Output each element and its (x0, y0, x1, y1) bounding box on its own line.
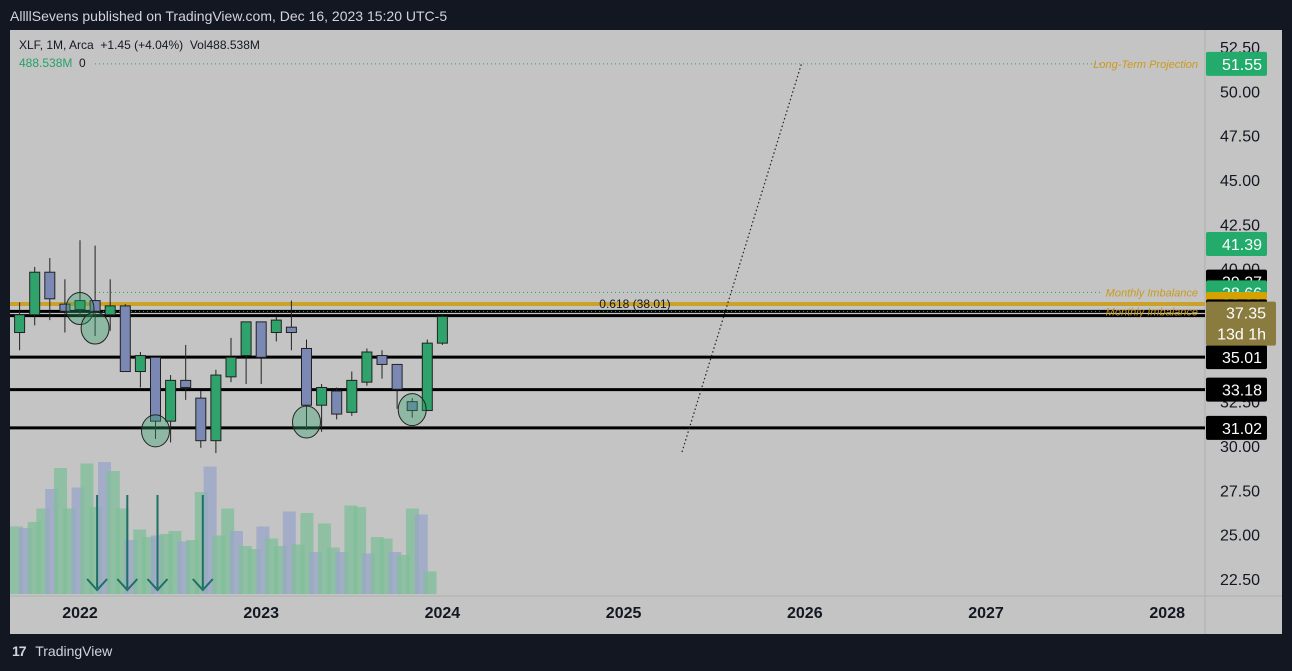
countdown-label: 13d 1h (1217, 327, 1266, 344)
candle-body (134, 355, 146, 373)
price-badge-label: 33.18 (1222, 383, 1262, 400)
highlight-circle (80, 311, 110, 345)
down-arrow-head (192, 578, 214, 592)
highlight-circle (141, 414, 170, 448)
price-badge (1206, 415, 1267, 440)
price-badge (1206, 232, 1267, 257)
candle-body (240, 321, 252, 357)
candle-body (255, 321, 267, 358)
annotation-label: Monthly Imbalance (1106, 306, 1198, 318)
candle-body (165, 379, 177, 422)
price-badge (1206, 345, 1267, 370)
highlight-circle (397, 393, 427, 427)
price-badge (1206, 51, 1267, 76)
price-tick-label: 25.00 (1220, 528, 1260, 545)
candle-body (180, 379, 192, 388)
current-price-badge (1206, 301, 1276, 346)
legend-interval: 1M (46, 38, 64, 52)
candle-body (316, 386, 328, 406)
candle-body (119, 305, 131, 373)
time-tick-label: 2022 (62, 605, 98, 622)
legend-symbol: XLF (19, 38, 40, 52)
candle-body (361, 351, 373, 383)
candle-body (301, 347, 312, 406)
highlight-circle (292, 405, 321, 439)
candle-body (14, 314, 26, 334)
time-tick-label: 2026 (787, 605, 823, 622)
candle-body (331, 390, 343, 415)
candle-body (104, 305, 116, 316)
price-tick-label: 27.50 (1220, 483, 1260, 500)
price-badge-label: 51.55 (1222, 57, 1262, 74)
current-price-label: 37.35 (1226, 306, 1266, 323)
volume-bar (423, 571, 437, 594)
candle-body (225, 356, 237, 378)
highlight-circle (65, 292, 95, 326)
legend-volume-label: Vol (189, 38, 207, 52)
candle-body (391, 363, 403, 390)
fib-level-label: 0.618 (38.01) (599, 297, 670, 311)
annotation-label: Monthly Imbalance (1106, 287, 1198, 299)
candle-body (406, 401, 418, 412)
candle-body (59, 303, 71, 312)
volume-ma-legend: 488.538M 0 (19, 56, 86, 70)
price-badge-label: 31.02 (1222, 421, 1262, 438)
candle-body (436, 316, 448, 344)
published-text: AllllSevens published on TradingView.com… (10, 8, 448, 24)
price-tick-label: 47.50 (1220, 129, 1260, 146)
symbol-legend: XLF, 1M, Arca +1.45 (+4.04%) Vol488.538M (19, 38, 260, 52)
down-arrow-head (116, 578, 139, 592)
candle-body (285, 326, 297, 334)
candle-body (44, 271, 56, 300)
candle-body (89, 300, 101, 312)
time-tick-label: 2025 (606, 605, 642, 622)
time-tick-label: 2028 (1149, 605, 1185, 622)
down-arrow-head (146, 578, 169, 592)
volume-ma-value: 488.538M (19, 56, 73, 70)
candle-body (376, 355, 388, 365)
price-badge-label: 41.39 (1222, 237, 1262, 254)
price-tick-label: 45.00 (1220, 173, 1260, 190)
price-tick-label: 42.50 (1220, 217, 1260, 234)
candle-body (74, 300, 86, 310)
candle-body (195, 397, 207, 442)
time-tick-label: 2023 (243, 605, 279, 622)
down-arrow-head (86, 578, 108, 592)
footer: 17 TradingView (12, 643, 112, 659)
time-tick-label: 2024 (425, 605, 461, 622)
price-tick-label: 50.00 (1220, 84, 1260, 101)
tradingview-logo-icon: 17 (12, 643, 27, 659)
time-tick-label: 2027 (968, 605, 1004, 622)
candle-body (150, 356, 161, 422)
legend-volume-value: 488.538M (206, 38, 260, 52)
candle-body (421, 342, 433, 412)
legend-change: +1.45 (+4.04%) (100, 38, 184, 52)
price-tick-label: 22.50 (1220, 572, 1260, 589)
price-tick-label: 30.00 (1220, 439, 1260, 456)
volume-ma2-value: 0 (79, 56, 86, 70)
price-badge-label: 35.01 (1222, 350, 1262, 367)
top-bar: AllllSevens published on TradingView.com… (0, 0, 1292, 30)
annotation-label: Long-Term Projection (1093, 59, 1198, 71)
price-badge (1206, 377, 1267, 402)
candle-body (346, 379, 358, 413)
footer-brand: TradingView (35, 643, 113, 659)
candle-body (29, 271, 41, 316)
candle-body (210, 374, 222, 442)
candle-body (270, 319, 282, 334)
legend-exchange: Arca (69, 38, 94, 52)
projection-line (681, 61, 803, 453)
